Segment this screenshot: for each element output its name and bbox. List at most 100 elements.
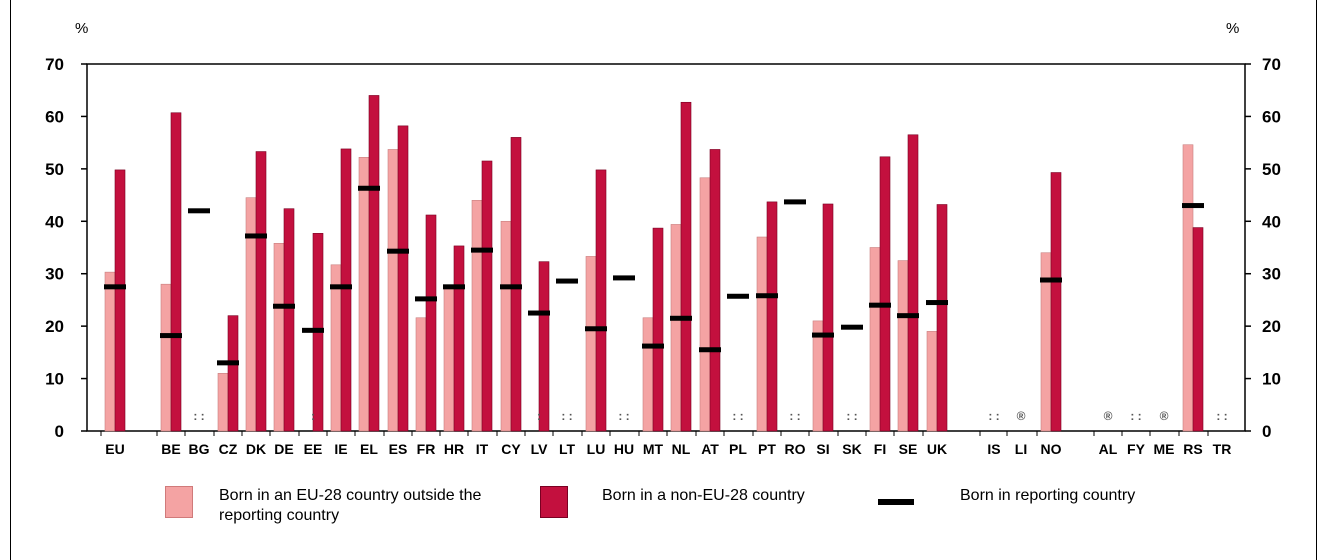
x-tick-label-AT: AT: [701, 441, 719, 457]
marker-reporting-PL: [727, 293, 749, 299]
y-tick-label-left: 30: [45, 265, 64, 284]
flag-RO: : :: [789, 409, 800, 423]
legend-label-noneu: Born in a non-EU-28 country: [602, 487, 805, 504]
y-tick-label-left: 0: [55, 422, 64, 441]
marker-reporting-NO: [1040, 277, 1062, 283]
bar-eu28-IT: [471, 200, 483, 432]
x-tick-label-CY: CY: [501, 441, 521, 457]
marker-reporting-CZ: [217, 360, 239, 366]
x-tick-label-BE: BE: [161, 441, 180, 457]
bar-eu28-SE: [897, 260, 909, 432]
bar-noneu-CY: [510, 137, 522, 432]
bar-eu28-CZ: [217, 373, 229, 432]
bar-eu28-IE: [330, 264, 342, 432]
bar-eu28-FR: [415, 317, 427, 432]
marker-reporting-ES: [387, 248, 409, 254]
y-tick-label-left: 70: [45, 55, 64, 74]
flag-LV: :: [537, 409, 541, 423]
y-tick-label-right: 50: [1262, 160, 1281, 179]
y-tick-label-left: 60: [45, 107, 64, 126]
marker-reporting-HU: [613, 275, 635, 281]
x-tick-label-DK: DK: [246, 441, 266, 457]
marker-reporting-MT: [642, 343, 664, 349]
bar-noneu-SE: [907, 134, 919, 432]
flag-LI: ®: [1017, 409, 1026, 423]
flag-BG: : :: [193, 409, 204, 423]
plot-area: [86, 63, 1246, 432]
x-tick-label-PT: PT: [758, 441, 776, 457]
bar-eu28-BE: [160, 283, 172, 432]
legend-item-eu28: Born in an EU-28 country outside the rep…: [165, 486, 519, 526]
bar-noneu-IE: [340, 148, 352, 432]
x-tick-label-IE: IE: [334, 441, 347, 457]
y-tick-label-left: 40: [45, 212, 64, 231]
x-tick-label-LV: LV: [531, 441, 549, 457]
legend-item-noneu: Born in a non-EU-28 country: [540, 486, 852, 518]
marker-reporting-UK: [926, 300, 948, 306]
legend-item-reporting: Born in reporting country: [878, 486, 1160, 518]
bar-eu28-NL: [670, 224, 682, 432]
y-tick-label-right: 70: [1262, 55, 1281, 74]
bar-eu28-HR: [443, 286, 455, 432]
x-tick-label-FY: FY: [1127, 441, 1146, 457]
flag-TR: : :: [1216, 409, 1227, 423]
x-tick-label-EE: EE: [304, 441, 323, 457]
marker-reporting-LT: [556, 278, 578, 284]
marker-reporting-HR: [443, 284, 465, 290]
x-tick-label-EL: EL: [360, 441, 378, 457]
x-tick-label-NO: NO: [1041, 441, 1062, 457]
x-tick-label-CZ: CZ: [219, 441, 238, 457]
bar-eu28-UK: [926, 331, 938, 432]
bar-eu28-AT: [699, 177, 711, 432]
x-tick-label-MT: MT: [643, 441, 664, 457]
marker-reporting-SI: [812, 332, 834, 338]
marker-reporting-DK: [245, 233, 267, 239]
bar-eu28-DK: [245, 197, 257, 432]
bar-noneu-EL: [368, 95, 380, 432]
flag-EE: :: [311, 409, 315, 423]
bar-eu28-FI: [869, 247, 881, 432]
x-tick-label-SI: SI: [816, 441, 829, 457]
bar-noneu-CZ: [227, 315, 239, 432]
x-tick-label-EU: EU: [105, 441, 124, 457]
x-tick-label-SK: SK: [842, 441, 861, 457]
marker-reporting-FR: [415, 296, 437, 302]
x-tick-label-BG: BG: [189, 441, 210, 457]
bar-noneu-FR: [425, 214, 437, 432]
marker-reporting-BG: [188, 208, 210, 214]
bar-noneu-HR: [453, 245, 465, 432]
x-tick-label-LI: LI: [1015, 441, 1027, 457]
y-tick-label-right: 60: [1262, 107, 1281, 126]
marker-reporting-FI: [869, 302, 891, 308]
marker-reporting-IE: [330, 284, 352, 290]
flag-IS: : :: [988, 409, 999, 423]
legend-label-reporting: Born in reporting country: [960, 487, 1136, 504]
bar-noneu-BE: [170, 112, 182, 432]
marker-reporting-EU: [104, 284, 126, 290]
y-tick-label-right: 10: [1262, 370, 1281, 389]
bar-noneu-EU: [114, 169, 126, 432]
x-tick-label-UK: UK: [927, 441, 947, 457]
marker-reporting-PT: [756, 293, 778, 299]
flag-SK: : :: [846, 409, 857, 423]
marker-reporting-LV: [528, 310, 550, 316]
x-tick-label-FR: FR: [417, 441, 436, 457]
x-tick-label-DE: DE: [274, 441, 293, 457]
marker-reporting-CY: [500, 284, 522, 290]
bar-noneu-AT: [709, 149, 721, 432]
marker-reporting-LU: [585, 326, 607, 332]
x-tick-label-IT: IT: [476, 441, 489, 457]
legend-swatch-eu28: [165, 486, 193, 518]
marker-reporting-SK: [841, 324, 863, 330]
y-tick-label-left: 50: [45, 160, 64, 179]
bar-eu28-RS: [1182, 144, 1194, 432]
bar-noneu-IT: [481, 160, 493, 432]
bar-noneu-ES: [397, 125, 409, 432]
flag-LT: : :: [561, 409, 572, 423]
y-tick-label-left: 10: [45, 370, 64, 389]
x-tick-label-RO: RO: [785, 441, 806, 457]
marker-reporting-RO: [784, 199, 806, 205]
bar-eu28-CY: [500, 220, 512, 432]
bar-eu28-DE: [273, 243, 285, 432]
chart-frame: [10, 0, 1317, 560]
